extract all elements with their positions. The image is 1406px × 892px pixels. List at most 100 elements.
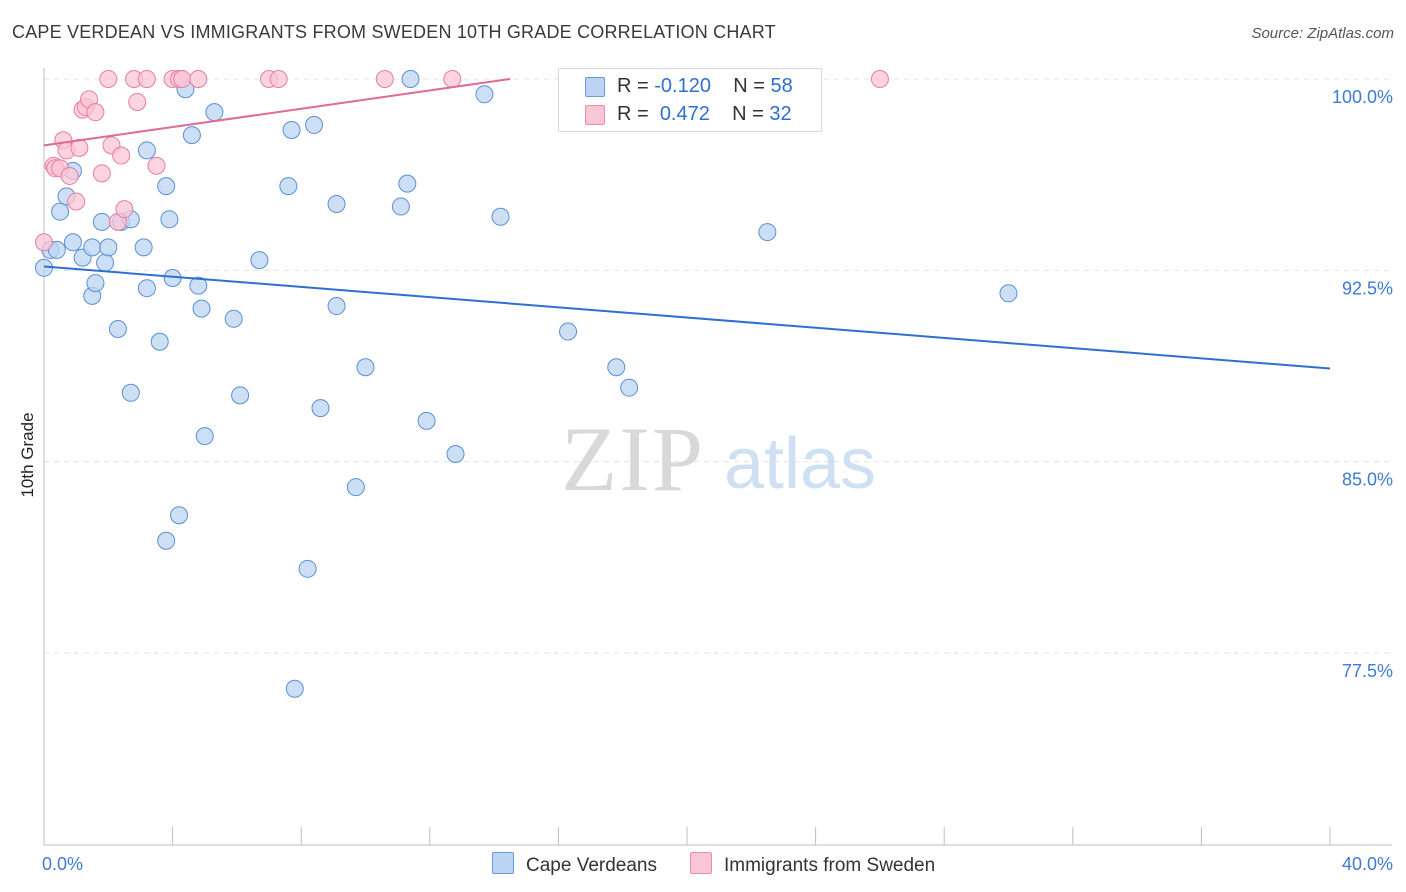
- legend-r-value: 0.472: [659, 103, 710, 125]
- point-cape-verdean: [491, 207, 510, 226]
- point-cape-verdean: [285, 679, 304, 698]
- point-immigrant-sweden: [173, 70, 192, 88]
- x-tick-label-min: 0.0%: [42, 854, 83, 874]
- bottom-legend-swatch-blue: [492, 852, 514, 874]
- point-cape-verdean: [250, 251, 269, 270]
- point-immigrant-sweden: [375, 70, 394, 88]
- point-cape-verdean: [99, 238, 118, 257]
- point-cape-verdean: [327, 297, 346, 316]
- chart-source: Source: ZipAtlas.com: [1251, 25, 1394, 42]
- point-cape-verdean: [205, 103, 224, 122]
- legend-r-label: R =: [617, 103, 649, 125]
- y-tick-label: 77.5%: [1342, 661, 1393, 681]
- point-cape-verdean: [279, 177, 298, 196]
- point-immigrant-sweden: [67, 192, 86, 211]
- point-cape-verdean: [446, 445, 465, 464]
- point-cape-verdean: [150, 332, 169, 351]
- x-tick-label-max: 40.0%: [1342, 854, 1393, 874]
- bottom-legend-cape-verdeans: Cape Verdeans: [492, 852, 657, 877]
- point-cape-verdean: [157, 531, 176, 550]
- point-cape-verdean: [758, 223, 777, 242]
- point-immigrant-sweden: [269, 70, 288, 88]
- point-cape-verdean: [86, 274, 105, 293]
- point-cape-verdean: [160, 210, 179, 229]
- series-immigrants-from-sweden: [35, 70, 889, 252]
- point-cape-verdean: [282, 121, 301, 140]
- point-cape-verdean: [63, 233, 82, 252]
- point-cape-verdean: [999, 284, 1018, 303]
- point-cape-verdean: [137, 141, 156, 160]
- bottom-legend-swatch-pink: [690, 852, 712, 874]
- point-cape-verdean: [192, 299, 211, 318]
- point-immigrant-sweden: [128, 92, 147, 111]
- point-cape-verdean: [559, 322, 578, 341]
- point-immigrant-sweden: [112, 146, 131, 165]
- chart-title: CAPE VERDEAN VS IMMIGRANTS FROM SWEDEN 1…: [12, 22, 776, 42]
- point-cape-verdean: [224, 309, 243, 328]
- stats-legend: R = -0.120 N = 58 R = 0.472 N = 32: [558, 68, 822, 132]
- legend-swatch-blue: [585, 77, 605, 97]
- series-cape-verdeans: [35, 70, 1018, 698]
- point-cape-verdean: [170, 506, 189, 525]
- point-cape-verdean: [398, 174, 417, 193]
- watermark-atlas: atlas: [724, 424, 876, 504]
- bottom-legend-label: Immigrants from Sweden: [724, 855, 936, 876]
- point-cape-verdean: [96, 253, 115, 272]
- y-tick-label: 85.0%: [1342, 470, 1393, 490]
- point-cape-verdean: [121, 383, 140, 402]
- point-immigrant-sweden: [137, 70, 156, 88]
- point-cape-verdean: [607, 358, 626, 377]
- point-cape-verdean: [137, 279, 156, 298]
- point-cape-verdean: [157, 177, 176, 196]
- point-cape-verdean: [134, 238, 153, 257]
- point-cape-verdean: [475, 85, 494, 104]
- point-immigrant-sweden: [35, 233, 53, 252]
- legend-n-label: N =: [733, 75, 765, 97]
- bottom-legend-immigrants-sweden: Immigrants from Sweden: [690, 852, 935, 877]
- legend-r-value: -0.120: [654, 75, 711, 97]
- point-cape-verdean: [346, 478, 365, 497]
- point-cape-verdean: [189, 276, 208, 295]
- point-cape-verdean: [417, 411, 436, 430]
- trend-line-immigrants-sweden: [43, 78, 511, 147]
- point-cape-verdean: [231, 386, 250, 405]
- point-immigrant-sweden: [60, 166, 79, 185]
- point-immigrant-sweden: [92, 164, 111, 183]
- point-cape-verdean: [327, 195, 346, 214]
- point-cape-verdean: [305, 115, 324, 134]
- y-tick-label: 92.5%: [1342, 278, 1393, 298]
- trend-line-cape-verdeans: [43, 265, 1331, 370]
- point-immigrant-sweden: [147, 156, 166, 175]
- point-cape-verdean: [620, 378, 639, 397]
- grid-lines: [44, 78, 1392, 654]
- point-cape-verdean: [182, 126, 201, 145]
- point-immigrant-sweden: [99, 70, 118, 88]
- point-cape-verdean: [311, 399, 330, 418]
- point-cape-verdean: [356, 358, 375, 377]
- y-tick-label: 100.0%: [1332, 87, 1393, 107]
- point-immigrant-sweden: [189, 70, 208, 88]
- point-cape-verdean: [51, 202, 70, 221]
- legend-r-label: R =: [617, 75, 649, 97]
- legend-n-value: 58: [770, 75, 793, 97]
- point-immigrant-sweden: [86, 103, 105, 122]
- point-cape-verdean: [298, 559, 317, 578]
- legend-n-label: N =: [732, 103, 764, 125]
- watermark: ZIP atlas: [561, 408, 876, 510]
- trend-lines: [43, 78, 1331, 370]
- watermark-zip: ZIP: [561, 408, 705, 510]
- point-cape-verdean: [401, 70, 420, 88]
- point-cape-verdean: [83, 238, 102, 257]
- point-immigrant-sweden: [443, 70, 462, 88]
- axes: [43, 68, 1392, 846]
- point-cape-verdean: [195, 427, 214, 446]
- point-immigrant-sweden: [115, 200, 134, 219]
- point-cape-verdean: [108, 320, 127, 339]
- point-cape-verdean: [92, 212, 111, 231]
- point-immigrant-sweden: [870, 70, 889, 88]
- legend-swatch-pink: [585, 105, 605, 125]
- legend-n-value: 32: [769, 103, 792, 125]
- point-cape-verdean: [391, 197, 410, 216]
- tick-labels: 77.5% 85.0% 92.5% 100.0% 0.0% 40.0%: [42, 87, 1393, 874]
